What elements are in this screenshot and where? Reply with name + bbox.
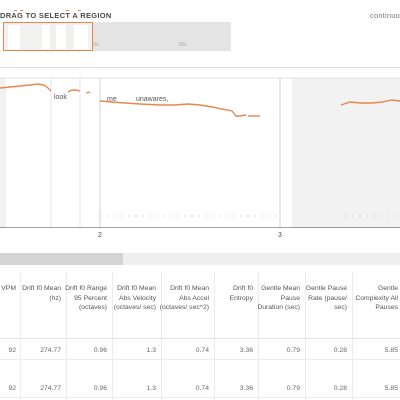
column-divider: [305, 272, 306, 400]
table-cell: 5.85: [384, 385, 398, 392]
table-header-row: VPM Drift f0 Mean (hz) Drift f0 Range 95…: [0, 272, 400, 339]
minimap-segment: [42, 25, 50, 49]
column-divider: [66, 272, 67, 400]
pitch-plot[interactable]: look me unawares,: [0, 70, 400, 228]
section-divider: [0, 67, 400, 68]
horizontal-scrollbar-thumb[interactable]: [0, 253, 123, 265]
table-cell: 1.3: [146, 347, 156, 354]
table-cell: 0.79: [286, 385, 300, 392]
table-row[interactable]: 92 274.77 0.96 1.3 0.74 3.36 0.79 0.28 5…: [0, 383, 400, 398]
column-divider: [20, 272, 21, 400]
pitch-plot-svg: look me unawares,: [0, 77, 400, 228]
minimap-segment: [8, 25, 20, 49]
minimap-pitch-mark: [78, 10, 81, 11]
drag-instruction-title: DRAG TO SELECT A REGION: [0, 11, 112, 20]
column-header-gentle-complexity[interactable]: Gentle Complexity All Pauses: [355, 285, 398, 311]
minimap-tick-label: 30s: [178, 42, 187, 48]
minimap-pitch-mark: [20, 10, 23, 11]
column-header-drift-f0-mean[interactable]: Drift f0 Mean (hz): [22, 285, 61, 302]
table-cell: 3.36: [239, 385, 253, 392]
table-cell: 274.77: [40, 385, 61, 392]
minimap-tick-label: 0s: [93, 42, 99, 48]
table-cell: 0.28: [333, 347, 347, 354]
column-divider: [258, 272, 259, 400]
silence-region: [0, 78, 6, 228]
table-cell: 0.96: [93, 385, 107, 392]
column-header-drift-f0-velocity[interactable]: Drift f0 Mean Abs Velocity (octaves/ sec…: [113, 285, 156, 311]
minimap-selection-window[interactable]: [3, 22, 93, 51]
column-divider: [161, 272, 162, 400]
silence-region: [292, 78, 400, 228]
column-header-drift-f0-range[interactable]: Drift f0 Range 95 Percent (octaves): [65, 285, 107, 311]
table-cell: 1.3: [146, 385, 156, 392]
region-selector-bar: DRAG TO SELECT A REGION continuo 0s 30s: [0, 0, 400, 60]
time-tick-label: 2: [98, 232, 102, 239]
column-divider: [112, 272, 113, 400]
table-cell: 0.28: [333, 385, 347, 392]
pitch-contour: [85, 91, 91, 94]
minimap-pitch-mark: [14, 10, 17, 11]
table-cell: 5.85: [384, 347, 398, 354]
pitch-contour: [67, 89, 81, 93]
column-divider: [214, 272, 215, 400]
metrics-table: VPM Drift f0 Mean (hz) Drift f0 Range 95…: [0, 272, 400, 400]
column-header-drift-f0-entropy[interactable]: Drift f0 Entropy: [229, 285, 253, 302]
mode-label[interactable]: continuo: [370, 11, 400, 20]
column-header-gentle-pause-rate[interactable]: Gentle Pause Rate (pause/ sec): [305, 285, 347, 311]
table-cell: 92: [8, 347, 16, 354]
column-header-drift-f0-accel[interactable]: Drift f0 Mean Abs Accel (octaves/ sec^2): [159, 285, 209, 311]
word-label: look: [54, 94, 67, 101]
table-cell: 0.74: [195, 347, 209, 354]
word-label: unawares,: [136, 96, 168, 103]
table-cell: 0.74: [195, 385, 209, 392]
table-cell: 3.36: [239, 347, 253, 354]
minimap-pitch-mark: [66, 10, 69, 11]
pitch-contour: [0, 83, 52, 92]
table-cell: 0.96: [93, 347, 107, 354]
word-label: me: [107, 96, 117, 103]
column-header-gentle-pause-duration[interactable]: Gentle Mean Pause Duration (sec): [257, 285, 300, 311]
table-cell: 274.77: [40, 347, 61, 354]
time-tick-label: 3: [278, 232, 282, 239]
pitch-contour: [99, 100, 247, 117]
column-header-vpm[interactable]: VPM: [1, 285, 16, 292]
column-divider: [352, 272, 353, 400]
minimap-segment: [56, 25, 66, 49]
table-cell: 92: [8, 385, 16, 392]
pitch-contour: [340, 99, 400, 106]
table-cell: 0.79: [286, 347, 300, 354]
minimap-segment: [74, 25, 88, 49]
table-row[interactable]: 92 274.77 0.96 1.3 0.74 3.36 0.79 0.28 5…: [0, 345, 400, 360]
